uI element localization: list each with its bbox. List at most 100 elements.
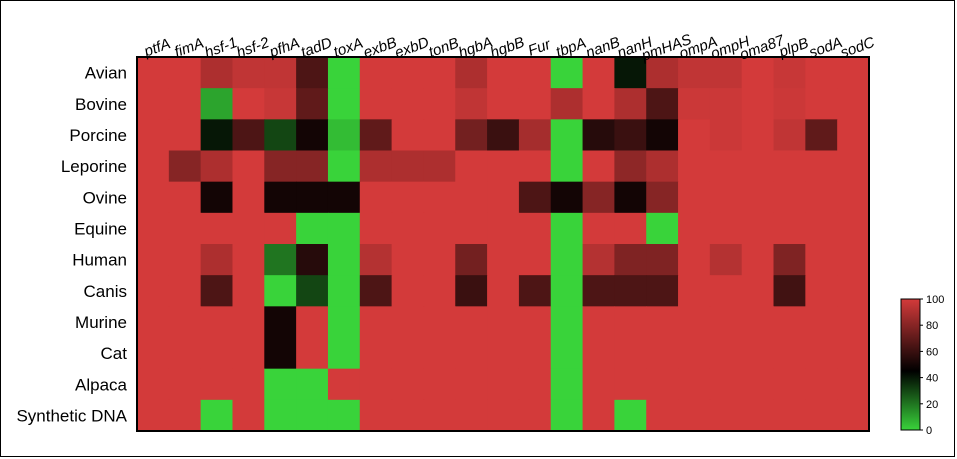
heatmap-cell [678,181,711,214]
heatmap-cell [646,399,679,432]
heatmap-cell [391,57,425,89]
heatmap-cell [837,337,870,370]
heatmap-cell [773,212,806,245]
heatmap-cell [168,88,202,120]
heatmap-cell [678,306,711,339]
heatmap-cell [678,88,711,120]
heatmap-cell [232,119,265,152]
heatmap-cell [614,57,647,89]
colorbar-tick-label: 40 [926,373,938,385]
heatmap-cell [550,368,584,401]
colorbar-tick-label: 60 [926,346,938,358]
heatmap-cell [709,337,743,370]
heatmap-cell [359,88,393,120]
heatmap-cell [359,244,393,276]
heatmap-cell [296,306,329,339]
heatmap-cell [391,181,425,214]
heatmap-cell [391,337,425,370]
heatmap-cell [773,368,806,401]
heatmap-cell [327,368,361,401]
row-label: Human [72,251,127,270]
colorbar-tick-label: 0 [926,425,932,437]
row-label: Porcine [69,126,127,145]
heatmap-cell [232,244,265,276]
heatmap-cell [741,57,775,89]
heatmap-cell [518,181,552,214]
heatmap-cell [805,368,838,401]
heatmap-cell [391,244,425,276]
heatmap-cell [709,306,743,339]
heatmap-cell [232,88,265,120]
heatmap-cell [327,150,361,183]
heatmap-cell [264,244,297,276]
heatmap-cell [264,181,297,214]
heatmap-cell [805,306,838,339]
heatmap-cell [741,212,775,245]
heatmap-cell [646,88,679,120]
heatmap-cell [614,337,647,370]
heatmap-cell [646,119,679,152]
row-label: Synthetic DNA [16,406,127,425]
heatmap-cell [773,181,806,214]
heatmap-cell [423,119,456,152]
heatmap-cell [296,337,329,370]
heatmap-cell [709,368,743,401]
heatmap-cell [773,57,806,89]
heatmap-cell [582,57,615,89]
heatmap-cell [455,212,488,245]
heatmap-cell [264,119,297,152]
heatmap-cell [487,368,520,401]
heatmap-cell [773,244,806,276]
heatmap-cell [168,150,202,183]
heatmap-cell [582,399,615,432]
heatmap-cell [168,181,202,214]
heatmap-cell [264,399,297,432]
heatmap-cell [773,399,806,432]
heatmap-cell [168,119,202,152]
heatmap-cell [487,150,520,183]
heatmap-cell [678,337,711,370]
heatmap-cell [137,244,170,276]
heatmap-cell [805,244,838,276]
heatmap-cell [487,399,520,432]
heatmap-cell [200,212,234,245]
heatmap-cell [709,150,743,183]
heatmap-cell [678,399,711,432]
heatmap-cell [614,119,647,152]
heatmap-cell [137,399,170,432]
heatmap-cell [455,368,488,401]
heatmap-cell [423,399,456,432]
heatmap-cell [264,275,297,307]
heatmap-cell [455,88,488,120]
heatmap-cell [232,306,265,339]
heatmap-cell [805,275,838,307]
heatmap-cell [518,57,552,89]
colorbar-ticks: 0 20 40 60 80 100 [920,294,944,437]
heatmap-cell [518,306,552,339]
heatmap-cell [614,368,647,401]
heatmap-cell [646,212,679,245]
heatmap-cell [168,368,202,401]
heatmap-cell [550,306,584,339]
heatmap-cell [359,306,393,339]
heatmap-cell [678,57,711,89]
heatmap-cell [296,88,329,120]
heatmap-cell [391,275,425,307]
heatmap-cell [678,119,711,152]
heatmap-cell [837,57,870,89]
heatmap-cell [741,88,775,120]
heatmap-cell [837,368,870,401]
colorbar [900,298,921,431]
heatmap-cell [455,119,488,152]
heatmap-cell [137,337,170,370]
heatmap-cell [741,150,775,183]
heatmap-cell [487,337,520,370]
heatmap-cell [773,88,806,120]
heatmap-cell [232,275,265,307]
heatmap-cell [423,88,456,120]
heatmap-cell [487,306,520,339]
heatmap-cell [709,399,743,432]
colorbar-tick-label: 20 [926,399,938,411]
heatmap-cell [837,275,870,307]
